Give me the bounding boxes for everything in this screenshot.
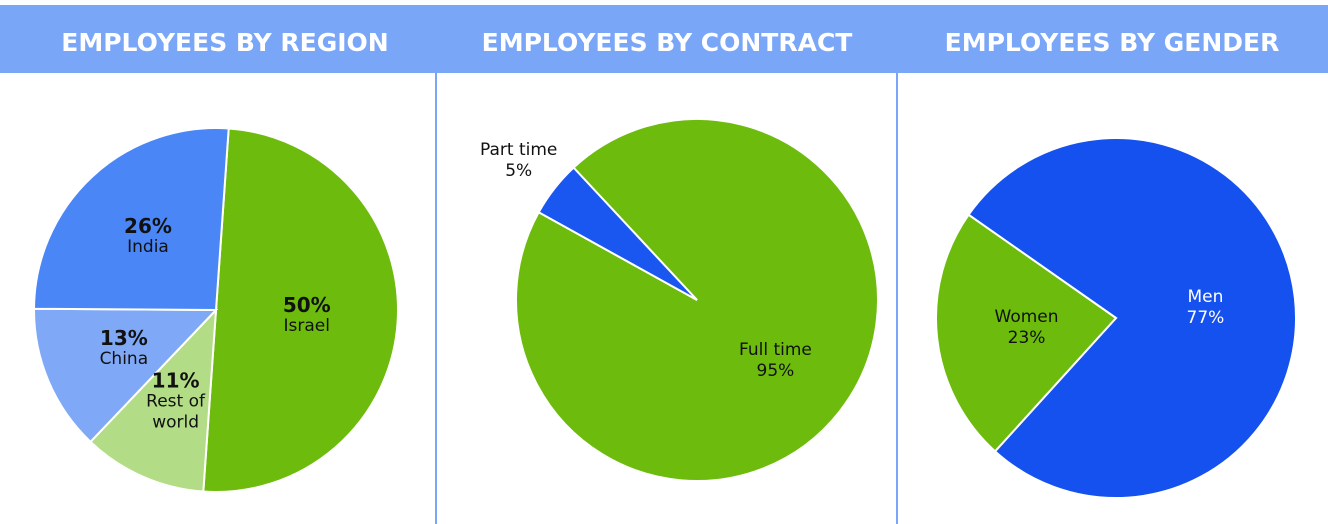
chart-title: EMPLOYEES BY GENDER xyxy=(945,28,1280,57)
pie-slice xyxy=(89,307,218,493)
pie-slice xyxy=(515,118,879,482)
category-label: India xyxy=(127,236,169,257)
category-label: China xyxy=(99,349,149,370)
slice-label: Men 77% xyxy=(1160,287,1250,329)
category-label: Women xyxy=(994,307,1059,328)
category-label: Israel xyxy=(283,316,330,337)
chart-title: EMPLOYEES BY REGION xyxy=(61,28,388,57)
category-label: Full time xyxy=(738,340,812,361)
slice-label: 50% Israel xyxy=(262,295,352,337)
value-label: 11% xyxy=(151,368,200,393)
value-label: 50% xyxy=(282,293,331,318)
pie-slice xyxy=(537,166,698,301)
pie-slice xyxy=(935,213,1118,453)
slice-label: Part time 5% xyxy=(474,140,564,182)
value-label: 77% xyxy=(1186,307,1225,328)
slice-label: 13% China xyxy=(79,328,169,370)
value-label: 13% xyxy=(99,326,148,351)
slice-label: Women 23% xyxy=(982,307,1072,349)
slice-label: Full time 95% xyxy=(730,340,820,382)
value-label: 5% xyxy=(505,160,533,181)
value-label: 95% xyxy=(756,361,795,382)
pie-slice xyxy=(202,127,399,493)
category-label: Part time xyxy=(480,139,558,160)
pie-slice xyxy=(33,307,219,444)
pie-slice xyxy=(32,127,230,312)
category-label: Rest of world xyxy=(146,391,205,433)
header-band xyxy=(0,5,1328,73)
slice-label: 26% India xyxy=(103,213,193,258)
value-label: 23% xyxy=(1007,328,1046,349)
pie-slice xyxy=(967,137,1297,499)
slice-label: 11% Rest of world xyxy=(131,370,221,433)
chart-title: EMPLOYEES BY CONTRACT xyxy=(482,28,853,57)
category-label: Men xyxy=(1187,286,1224,307)
value-label: 26% xyxy=(124,213,172,238)
